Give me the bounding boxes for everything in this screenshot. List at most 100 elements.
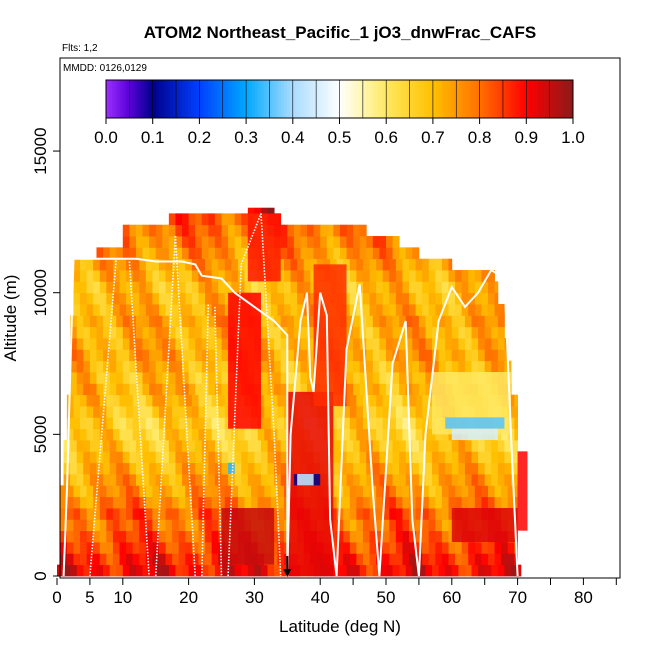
heatmap-cell: [119, 417, 127, 430]
heatmap-cell: [172, 542, 180, 554]
heatmap-cell: [395, 417, 403, 430]
heatmap-cell: [402, 530, 410, 543]
heatmap-cell: [412, 326, 420, 339]
heatmap-cell: [267, 349, 275, 362]
heatmap-cell: [155, 474, 163, 486]
heatmap-cell: [103, 315, 111, 328]
heatmap-cell: [158, 292, 166, 305]
heatmap-cell: [214, 236, 222, 248]
heatmap-cell: [511, 462, 518, 475]
heatmap-cell: [73, 281, 81, 294]
heatmap-cell: [491, 360, 499, 373]
heatmap-cell: [376, 542, 384, 554]
heatmap-cell: [103, 440, 111, 452]
heatmap-cell: [149, 474, 157, 486]
colorbar-segment: [193, 80, 197, 118]
heatmap-patch: [228, 292, 261, 429]
heatmap-cell: [277, 281, 285, 294]
colorbar-segment: [298, 80, 303, 118]
heatmap-cell: [80, 508, 88, 520]
heatmap-cell: [379, 338, 387, 350]
heatmap-cell: [126, 417, 134, 430]
heatmap-cell: [468, 270, 476, 282]
heatmap-cell: [208, 451, 216, 464]
colorbar-segment: [146, 80, 151, 118]
heatmap-cell: [86, 553, 94, 566]
heatmap-cell: [445, 462, 453, 475]
heatmap-cell: [188, 462, 196, 475]
colorbar-segment: [520, 80, 524, 118]
heatmap-cell: [241, 440, 249, 452]
heatmap-cell: [99, 281, 107, 294]
heatmap-cell: [214, 462, 222, 475]
heatmap-cell: [139, 553, 147, 566]
heatmap-cell: [487, 270, 495, 282]
colorbar-segment: [211, 80, 215, 118]
heatmap-cell: [395, 406, 403, 418]
heatmap-cell: [346, 224, 354, 237]
heatmap-cell: [366, 326, 374, 339]
colorbar-segment: [289, 80, 294, 118]
heatmap-cell: [504, 440, 512, 452]
heatmap-cell: [231, 428, 239, 441]
colorbar-segment: [529, 80, 533, 118]
heatmap-cell: [484, 440, 492, 452]
heatmap-cell: [386, 451, 393, 464]
heatmap-cell: [109, 338, 117, 350]
heatmap-cell: [205, 530, 213, 543]
colorbar-segment: [371, 80, 376, 118]
heatmap-cell: [73, 530, 81, 543]
heatmap-cell: [126, 292, 134, 305]
heatmap-cell: [208, 315, 216, 328]
heatmap-cell: [359, 349, 367, 362]
heatmap-cell: [297, 270, 305, 282]
heatmap-cell: [132, 553, 140, 566]
heatmap-cell: [182, 462, 189, 475]
chart-title: ATOM2 Northeast_Pacific_1 jO3_dnwFrac_CA…: [144, 23, 536, 42]
colorbar-segment: [470, 80, 475, 118]
colorbar-segment: [292, 80, 297, 118]
heatmap-cell: [205, 553, 213, 566]
heatmap-cell: [188, 474, 196, 486]
heatmap-cell: [73, 542, 81, 554]
heatmap-cell: [435, 270, 443, 282]
heatmap-cell: [178, 519, 186, 532]
heatmap-cell: [402, 496, 410, 509]
heatmap-cell: [99, 406, 107, 418]
heatmap-cell: [376, 406, 384, 418]
heatmap-cell: [362, 258, 370, 271]
heatmap-cell: [425, 451, 433, 464]
heatmap-cell: [126, 530, 134, 543]
heatmap-cell: [428, 485, 436, 498]
heatmap-cell: [145, 304, 153, 316]
heatmap-cell: [165, 485, 173, 498]
heatmap-cell: [152, 406, 160, 418]
heatmap-cell: [241, 462, 249, 475]
heatmap-cell: [333, 440, 341, 452]
heatmap-cell: [152, 258, 160, 271]
colorbar-segment: [132, 80, 136, 118]
heatmap-cell: [155, 360, 163, 373]
heatmap-cell: [142, 451, 150, 464]
heatmap-cell: [211, 292, 219, 305]
heatmap-cell: [441, 542, 449, 554]
heatmap-cell: [504, 349, 509, 362]
heatmap-cell: [409, 530, 417, 543]
heatmap-cell: [458, 564, 466, 577]
heatmap-cell: [280, 315, 288, 328]
heatmap-cell: [129, 326, 137, 339]
heatmap-cell: [191, 542, 199, 554]
heatmap-cell: [116, 372, 124, 384]
heatmap-cell: [89, 383, 97, 396]
heatmap-cell: [274, 440, 282, 452]
heatmap-cell: [126, 542, 134, 554]
colorbar-segment: [196, 80, 200, 118]
heatmap-cell: [119, 292, 127, 305]
heatmap-cell: [165, 394, 173, 407]
heatmap-cell: [362, 292, 370, 305]
heatmap-cell: [458, 360, 466, 373]
heatmap-cell: [353, 315, 361, 328]
heatmap-cell: [162, 236, 170, 248]
heatmap-cell: [392, 236, 400, 248]
heatmap-cell: [386, 383, 393, 396]
